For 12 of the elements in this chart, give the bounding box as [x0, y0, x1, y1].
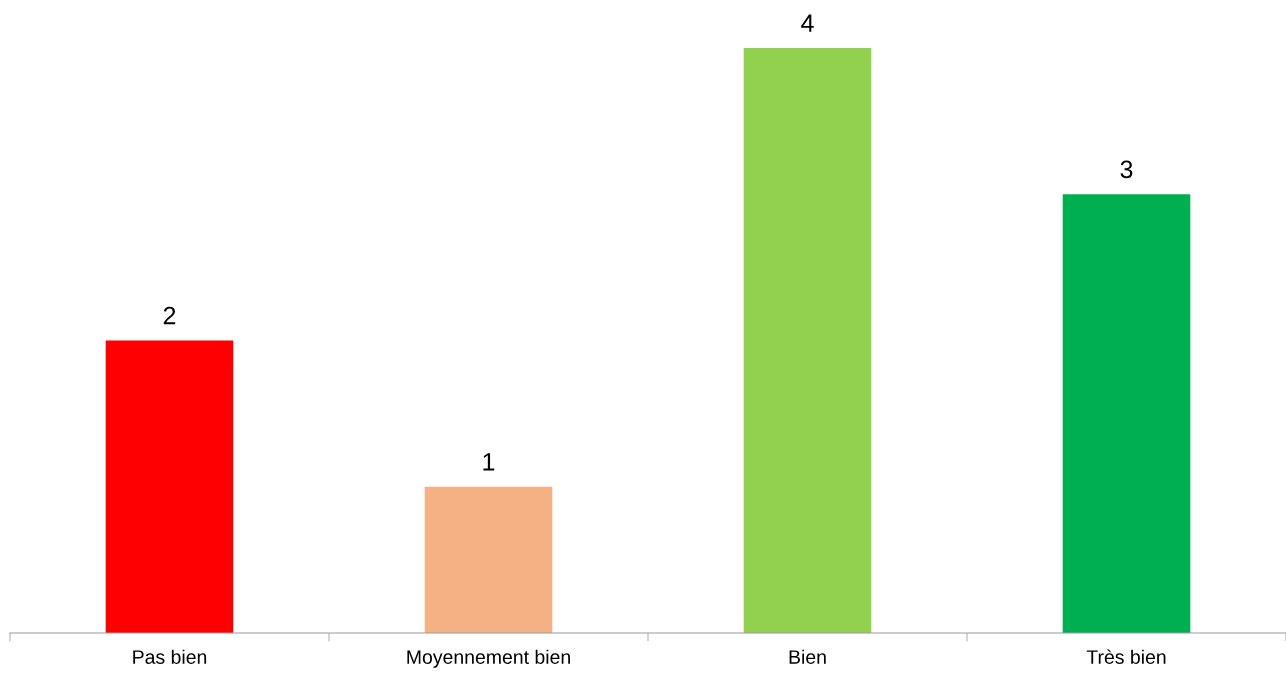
data-label: 4 [801, 14, 814, 32]
x-tick-label: Très bien [1086, 649, 1166, 664]
data-label: 3 [1120, 160, 1133, 179]
bar [424, 486, 553, 633]
x-tick-label: Moyennement bien [407, 649, 570, 668]
bar [105, 340, 234, 633]
x-tick-label: Pas bien [133, 649, 207, 664]
x-tick-label: Bien [789, 649, 826, 664]
data-label: 2 [163, 306, 176, 325]
bar [743, 48, 872, 633]
data-label: 1 [483, 453, 495, 471]
bar [1062, 194, 1191, 633]
